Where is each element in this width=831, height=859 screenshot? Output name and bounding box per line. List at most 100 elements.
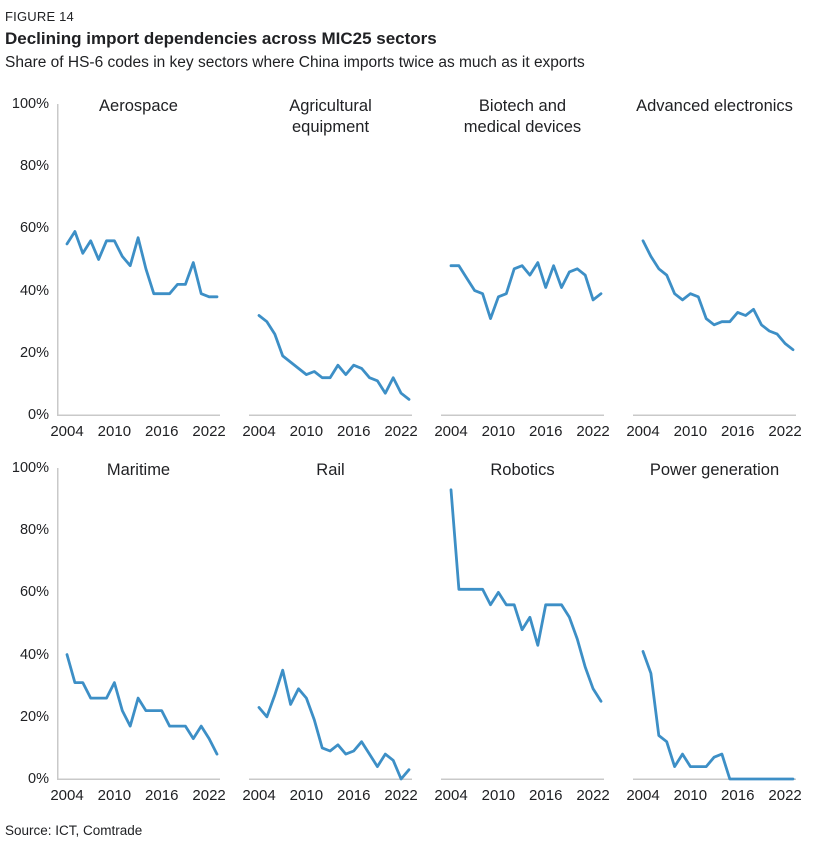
x-axis-tick-labels-aerospace: 2004 2010 2016 2022 bbox=[50, 423, 225, 447]
y-axis-tick-labels: 0% 20% 40% 60% 80% 100% bbox=[9, 460, 57, 787]
x-axis-tick-label: 2022 bbox=[384, 787, 418, 804]
y-axis-tick-label: 80% bbox=[19, 522, 49, 539]
subplot-title-agricultural-equipment: Agricultural equipment bbox=[289, 97, 372, 136]
chart-maritime bbox=[57, 468, 220, 780]
x-axis-tick-label: 2004 bbox=[242, 787, 276, 804]
charts-row-bottom: 0% 20% 40% 60% 80% 100% Maritime 2004 2010 2016 20… bbox=[9, 460, 831, 811]
subplot-plot-biotech-and-medical-devices: Biotech and medical devices bbox=[441, 97, 604, 416]
subplot-title-maritime: Maritime bbox=[106, 461, 171, 479]
subplot-plot-power-generation: Power generation bbox=[633, 461, 796, 781]
chart-biotech-and-medical-devices bbox=[441, 261, 604, 416]
x-axis-tick-label: 2022 bbox=[192, 787, 226, 804]
x-axis-tick-label: 2010 bbox=[97, 423, 132, 440]
x-axis-tick-labels-power-generation: 2004 2010 2016 2022 bbox=[626, 787, 801, 811]
y-axis-tick-label: 100% bbox=[11, 96, 49, 112]
x-axis-tick-label: 2004 bbox=[434, 787, 468, 804]
x-axis-tick-label: 2010 bbox=[97, 787, 132, 804]
chart-robotics bbox=[441, 488, 604, 780]
y-axis-tick-label: 0% bbox=[28, 407, 49, 423]
line-series-power-generation bbox=[641, 650, 795, 781]
x-axis-tick-labels-rail: 2004 2010 2016 2022 bbox=[242, 787, 417, 811]
subplot-power-generation: Power generation 2004 2010 2016 2022 bbox=[626, 461, 801, 811]
y-axis-tick-label: 20% bbox=[19, 708, 49, 725]
subplot-advanced-electronics: Advanced electronics 2004 2010 2016 2022 bbox=[626, 97, 801, 447]
line-series-maritime bbox=[65, 653, 219, 756]
figure-subtitle: Share of HS-6 codes in key sectors where… bbox=[5, 54, 585, 71]
x-axis-tick-label: 2010 bbox=[481, 423, 516, 440]
subplot-plot-rail: Rail bbox=[249, 461, 412, 781]
x-axis-tick-label: 2016 bbox=[529, 787, 563, 804]
subplot-plot-advanced-electronics: Advanced electronics bbox=[633, 97, 796, 416]
y-axis-tick-labels: 0% 20% 40% 60% 80% 100% bbox=[9, 96, 57, 423]
x-axis-tick-label: 2022 bbox=[768, 423, 802, 440]
x-axis-tick-label: 2022 bbox=[576, 787, 610, 804]
line-series-advanced-electronics bbox=[641, 239, 795, 352]
x-axis-tick-label: 2004 bbox=[626, 423, 660, 440]
subplot-title-rail: Rail bbox=[316, 461, 345, 479]
x-axis-tick-label: 2010 bbox=[481, 787, 516, 804]
x-axis-tick-label: 2010 bbox=[673, 423, 708, 440]
line-series-agricultural-equipment bbox=[257, 314, 411, 401]
x-axis-tick-label: 2022 bbox=[192, 423, 226, 440]
y-axis-tick-label: 60% bbox=[19, 220, 49, 237]
subplot-aerospace: Aerospace 2004 2010 2016 2022 bbox=[50, 97, 225, 447]
line-series-biotech-and-medical-devices bbox=[449, 261, 603, 321]
subplot-plot-agricultural-equipment: Agricultural equipment bbox=[249, 97, 412, 416]
subplot-plot-robotics: Robotics bbox=[441, 461, 604, 780]
subplot-title-biotech-and-medical-devices: Biotech and medical devices bbox=[463, 97, 582, 136]
x-axis-tick-labels-biotech-and-medical-devices: 2004 2010 2016 2022 bbox=[434, 423, 609, 447]
charts-row-top: 0% 20% 40% 60% 80% 100% Aerospace 2004 2010 2016 2… bbox=[9, 96, 831, 447]
x-axis-tick-label: 2022 bbox=[384, 423, 418, 440]
subplot-rail: Rail 2004 2010 2016 2022 bbox=[242, 461, 417, 811]
x-axis-tick-label: 2004 bbox=[50, 423, 84, 440]
chart-power-generation bbox=[633, 650, 796, 781]
x-axis-tick-label: 2010 bbox=[289, 423, 324, 440]
x-axis-tick-labels-robotics: 2004 2010 2016 2022 bbox=[434, 787, 609, 811]
y-axis-tick-label: 100% bbox=[11, 460, 49, 476]
x-axis-tick-label: 2004 bbox=[434, 423, 468, 440]
chart-aerospace bbox=[57, 104, 220, 416]
subplot-title-advanced-electronics: Advanced electronics bbox=[636, 97, 793, 115]
charts-grid: 0% 20% 40% 60% 80% 100% Aerospace 2004 2010 2016 2… bbox=[0, 96, 831, 811]
y-axis-tick-label: 80% bbox=[19, 158, 49, 175]
x-axis-tick-label: 2010 bbox=[289, 787, 324, 804]
x-axis-tick-label: 2016 bbox=[337, 787, 371, 804]
y-axis-tick-label: 0% bbox=[28, 771, 49, 787]
y-axis-tick-label: 20% bbox=[19, 344, 49, 361]
y-axis-tick-label: 40% bbox=[19, 646, 49, 663]
source-note: Source: ICT, Comtrade bbox=[5, 823, 143, 838]
subplot-title-robotics: Robotics bbox=[490, 461, 555, 479]
x-axis-tick-label: 2010 bbox=[673, 787, 708, 804]
line-series-rail bbox=[257, 668, 411, 781]
x-axis-tick-label: 2004 bbox=[50, 787, 84, 804]
chart-advanced-electronics bbox=[633, 239, 796, 416]
x-axis-tick-labels-advanced-electronics: 2004 2010 2016 2022 bbox=[626, 423, 801, 447]
x-axis-tick-label: 2022 bbox=[768, 787, 802, 804]
x-axis-tick-label: 2016 bbox=[337, 423, 371, 440]
x-axis-tick-label: 2016 bbox=[529, 423, 563, 440]
chart-agricultural-equipment bbox=[249, 314, 412, 416]
subplot-maritime: Maritime 2004 2010 2016 2022 bbox=[50, 461, 225, 811]
subplot-plot-maritime: Maritime bbox=[57, 461, 220, 780]
x-axis-tick-label: 2004 bbox=[242, 423, 276, 440]
y-axis-tick-label: 40% bbox=[19, 282, 49, 299]
chart-rail bbox=[249, 668, 412, 781]
x-axis-tick-label: 2016 bbox=[145, 423, 179, 440]
x-axis-tick-labels-agricultural-equipment: 2004 2010 2016 2022 bbox=[242, 423, 417, 447]
figure-header: FIGURE 14 Declining import dependencies … bbox=[0, 0, 831, 72]
subplot-biotech-and-medical-devices: Biotech and medical devices 2004 2010 2016 2… bbox=[434, 97, 609, 447]
x-axis-tick-label: 2016 bbox=[721, 423, 755, 440]
x-axis-tick-label: 2016 bbox=[721, 787, 755, 804]
subplot-title-aerospace: Aerospace bbox=[99, 97, 178, 115]
line-series-aerospace bbox=[65, 230, 219, 299]
subplot-title-power-generation: Power generation bbox=[649, 461, 780, 479]
y-axis-tick-label: 60% bbox=[19, 584, 49, 601]
figure-label: FIGURE 14 bbox=[5, 9, 74, 24]
subplot-agricultural-equipment: Agricultural equipment 2004 2010 2016 2022 bbox=[242, 97, 417, 447]
x-axis-tick-label: 2022 bbox=[576, 423, 610, 440]
x-axis-tick-label: 2004 bbox=[626, 787, 660, 804]
figure-title: Declining import dependencies across MIC… bbox=[5, 29, 437, 48]
x-axis-tick-labels-maritime: 2004 2010 2016 2022 bbox=[50, 787, 225, 811]
line-series-robotics bbox=[449, 488, 603, 703]
subplot-robotics: Robotics 2004 2010 2016 2022 bbox=[434, 461, 609, 811]
